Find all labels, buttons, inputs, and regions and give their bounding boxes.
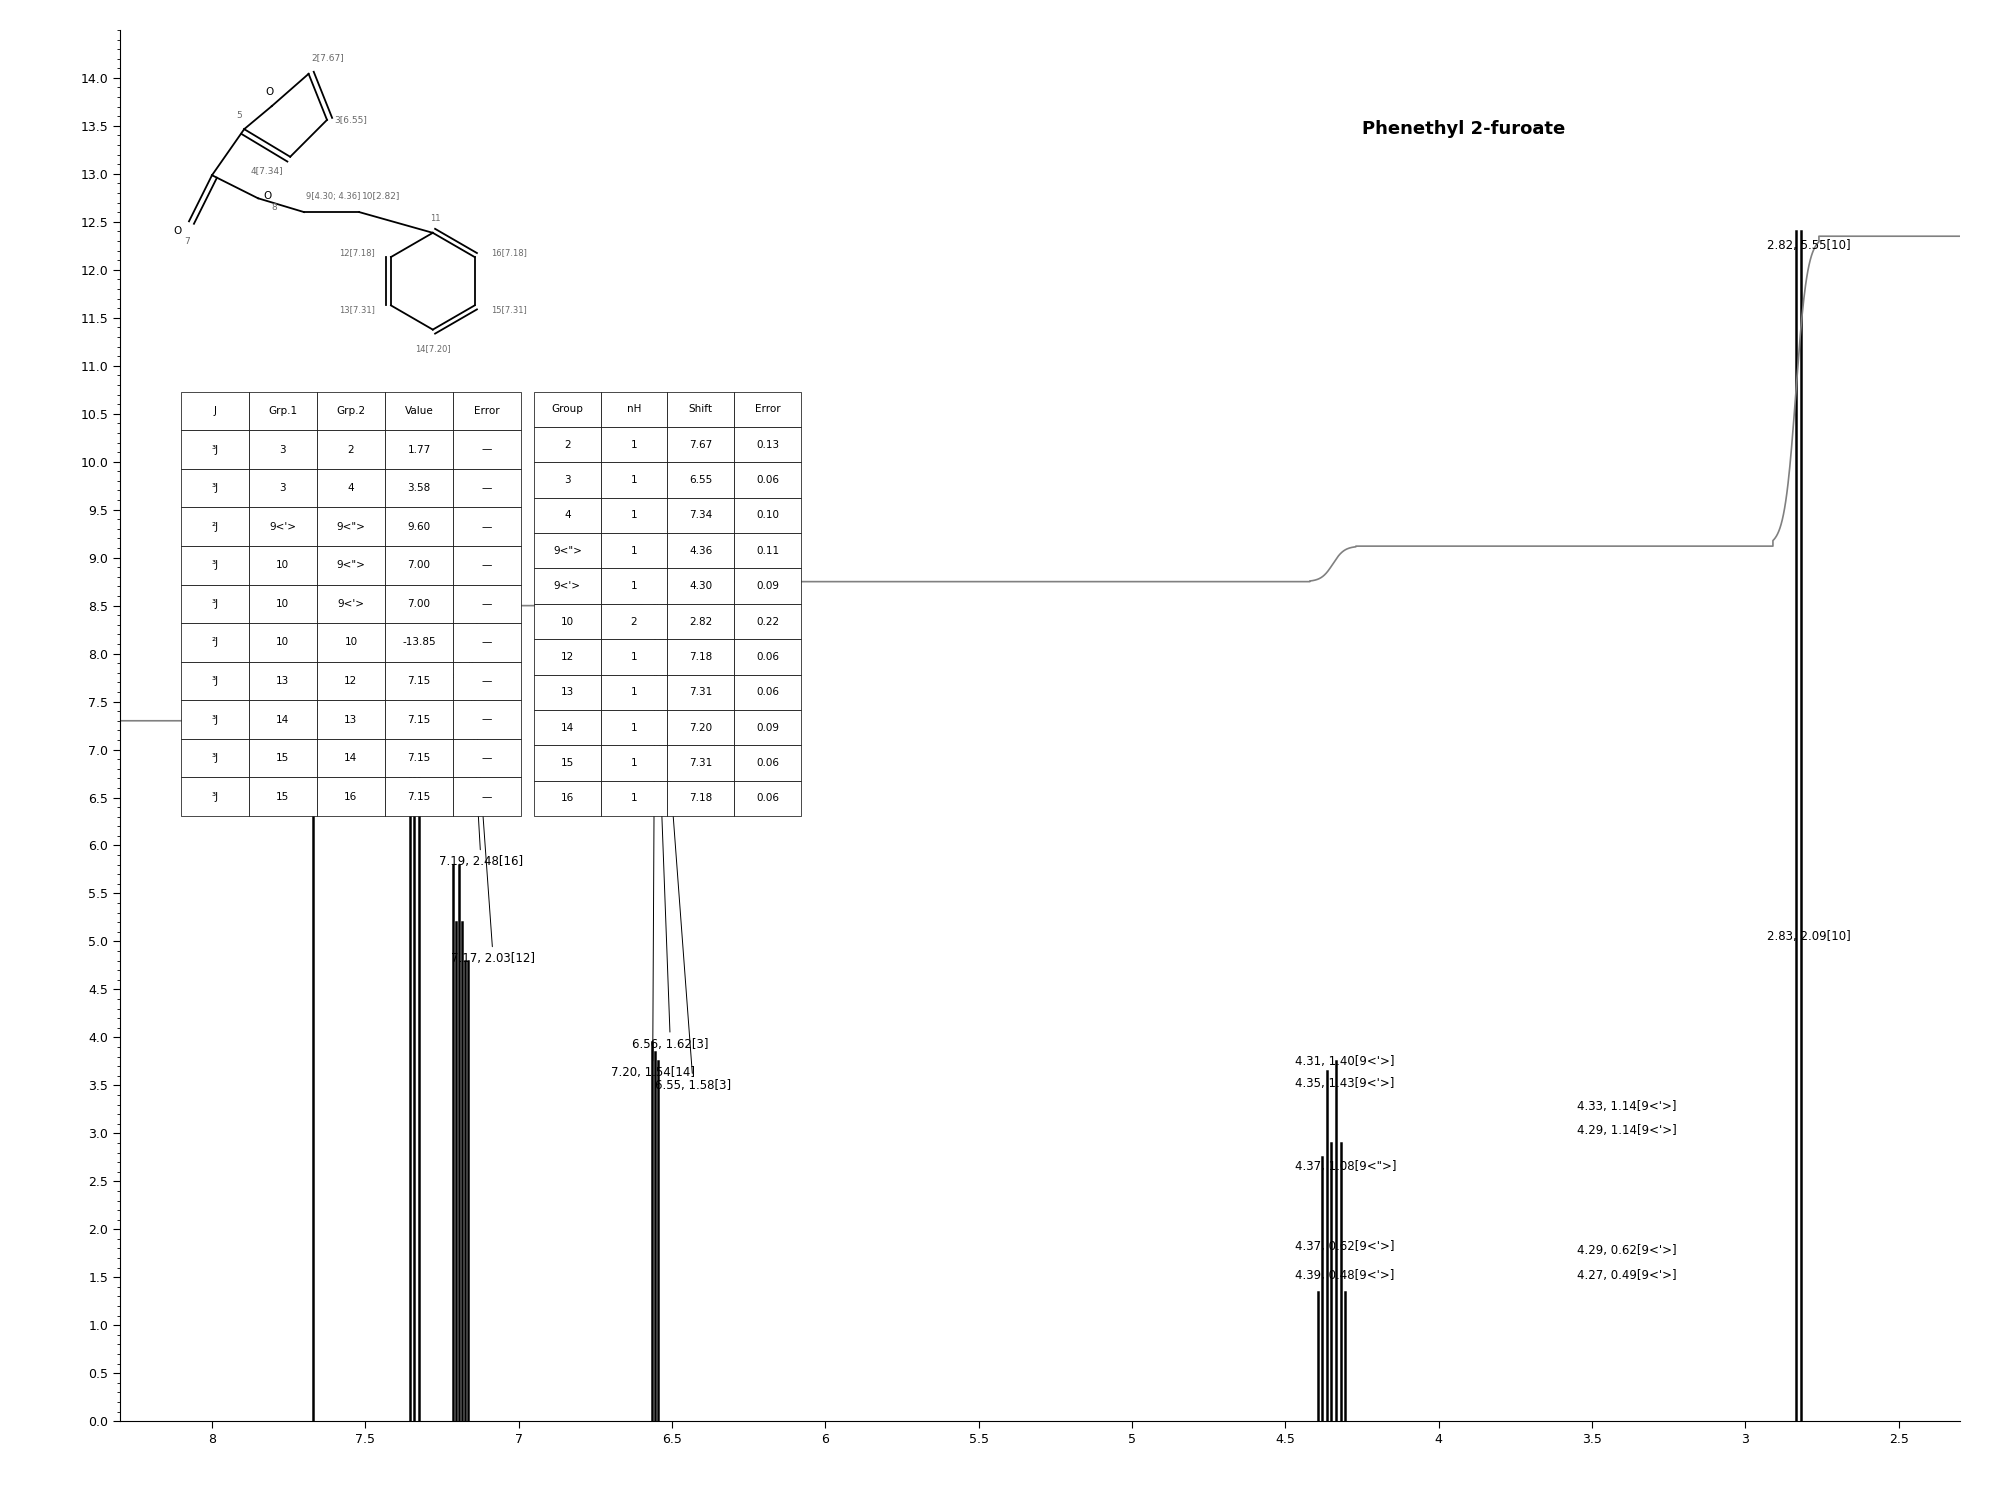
Text: 7.35, 3.15[4]: 7.35, 3.15[4]: [386, 670, 464, 684]
Text: 4.37, 0.62[9<'>]: 4.37, 0.62[9<'>]: [1294, 1240, 1394, 1254]
Text: 4.35, 1.43[9<'>]: 4.35, 1.43[9<'>]: [1294, 1077, 1394, 1091]
Text: 2.82, 5.55[10]: 2.82, 5.55[10]: [1766, 239, 1850, 253]
Text: 6.55, 1.58[3]: 6.55, 1.58[3]: [656, 604, 732, 1092]
Text: Phenethyl 2-furoate: Phenethyl 2-furoate: [1362, 120, 1566, 138]
Text: 4.33, 1.14[9<'>]: 4.33, 1.14[9<'>]: [1576, 1100, 1676, 1113]
Text: 7.19, 2.48[16]: 7.19, 2.48[16]: [438, 640, 524, 868]
Text: 4.29, 1.14[9<'>]: 4.29, 1.14[9<'>]: [1576, 1123, 1676, 1137]
Text: 7.17, 2.03[12]: 7.17, 2.03[12]: [452, 652, 536, 965]
Text: 4.29, 0.62[9<'>]: 4.29, 0.62[9<'>]: [1576, 1243, 1676, 1257]
Text: 7.67, 3.20[2]: 7.67, 3.20[2]: [286, 702, 362, 715]
Text: 6.56, 1.62[3]: 6.56, 1.62[3]: [632, 597, 708, 1050]
Text: 4.39, 0.48[9<'>]: 4.39, 0.48[9<'>]: [1294, 1269, 1394, 1282]
Text: 2.83, 2.09[10]: 2.83, 2.09[10]: [1766, 931, 1850, 942]
Text: 4.37, 1.08[9<">]: 4.37, 1.08[9<">]: [1294, 1161, 1396, 1173]
Text: 4.27, 0.49[9<'>]: 4.27, 0.49[9<'>]: [1576, 1269, 1676, 1282]
Text: 7.20, 1.54[14]: 7.20, 1.54[14]: [610, 601, 694, 1080]
Text: 4.31, 1.40[9<'>]: 4.31, 1.40[9<'>]: [1294, 1055, 1394, 1068]
